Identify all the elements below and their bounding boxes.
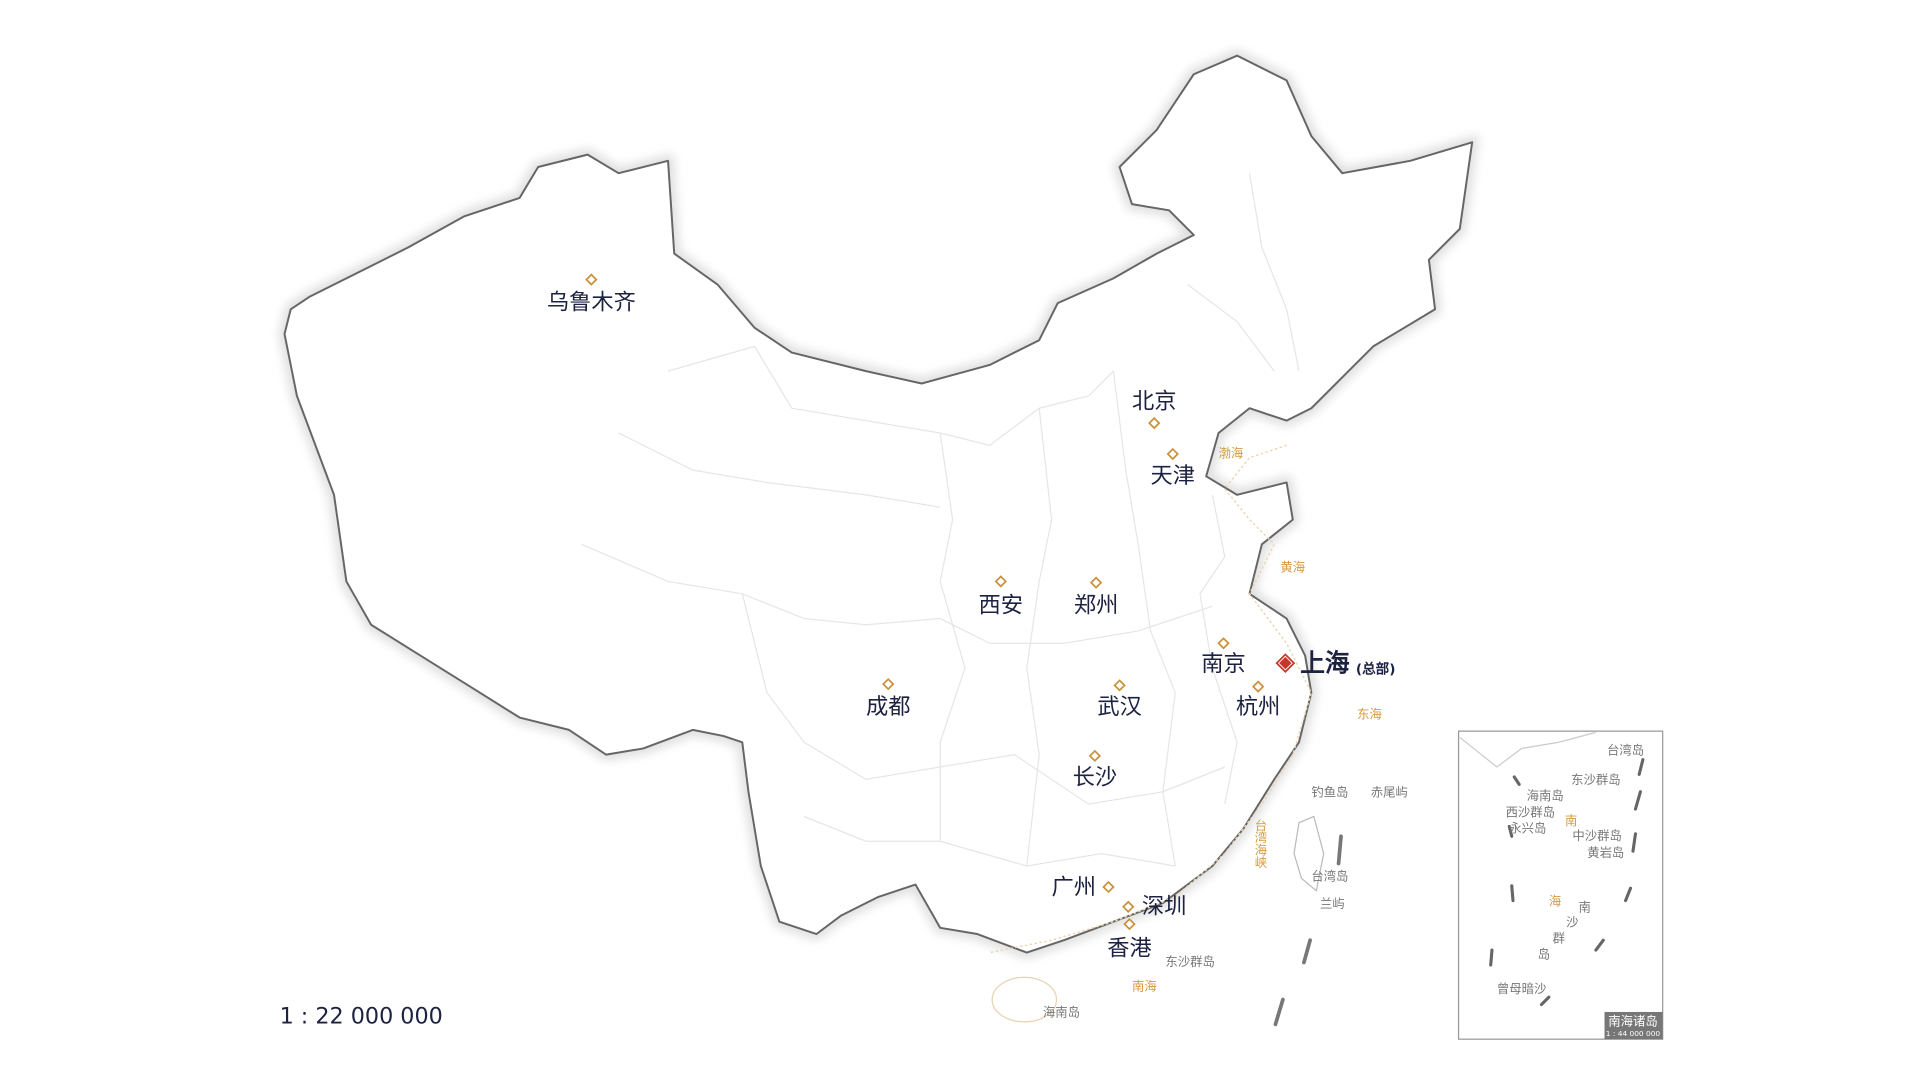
- inset-label: 曾母暗沙: [1497, 981, 1546, 996]
- inset-nansha-char: 南: [1579, 900, 1591, 915]
- province-lines: [581, 173, 1300, 867]
- city-marker: [585, 273, 598, 286]
- coastline: [989, 444, 1313, 954]
- city-label: 广州: [1052, 875, 1097, 901]
- inset-coast: [1459, 731, 1597, 768]
- hainan: [991, 976, 1058, 1023]
- dash-line: [1273, 834, 1343, 1027]
- map-scale: 1 : 22 000 000: [280, 1003, 443, 1029]
- island-label: 赤尾屿: [1371, 785, 1408, 799]
- city-marker: [1251, 680, 1265, 693]
- city-label: 郑州: [1074, 593, 1119, 619]
- sea-label: 东海: [1357, 707, 1382, 722]
- inset-label: 台湾岛: [1607, 742, 1644, 757]
- city-marker: [1166, 447, 1179, 461]
- inset-label: 东沙群岛: [1571, 772, 1620, 787]
- city-marker: [1089, 576, 1103, 589]
- city-marker: [1113, 679, 1126, 692]
- city-marker: [1123, 917, 1136, 931]
- inset-sea-char: 南: [1565, 813, 1577, 828]
- city-label: 武汉: [1097, 694, 1142, 720]
- city-label: 天津: [1151, 463, 1196, 489]
- city-label: 北京: [1132, 389, 1177, 415]
- island-label: 钓鱼岛: [1311, 784, 1348, 799]
- city-label: 西安: [979, 593, 1023, 619]
- city-label: 长沙: [1073, 765, 1118, 791]
- island-label: 台湾岛: [1311, 869, 1348, 884]
- taiwan: [1293, 815, 1325, 892]
- sea-label: 渤海: [1219, 446, 1244, 461]
- city-label: 成都: [866, 694, 910, 720]
- inset-title-bg: [1604, 1011, 1663, 1040]
- city-marker: [1148, 416, 1161, 430]
- city-marker: [1122, 900, 1135, 913]
- city-label: 深圳: [1142, 893, 1187, 919]
- island-label: 兰屿: [1320, 897, 1345, 911]
- inset-nansha-char: 群: [1553, 931, 1565, 945]
- inset-label: 中沙群岛: [1572, 828, 1621, 843]
- city-marker: [882, 677, 895, 691]
- inset-scale: 1 : 44 000 000: [1606, 1029, 1661, 1038]
- china-border: [283, 54, 1474, 954]
- island-label: 东沙群岛: [1165, 954, 1214, 969]
- city-marker: [1088, 749, 1102, 763]
- inset-nansha-char: 沙: [1566, 915, 1578, 929]
- city-marker: [1102, 880, 1115, 894]
- inset-title: 南海诸岛: [1608, 1013, 1657, 1028]
- sea-label: 台湾海峡: [1253, 818, 1267, 869]
- inset-nansha-char: 岛: [1538, 947, 1550, 962]
- hq-marker-core: [1279, 656, 1292, 670]
- inset-label: 海南岛: [1527, 788, 1564, 803]
- inset-label: 永兴岛: [1509, 820, 1546, 835]
- city-marker: [1217, 637, 1230, 650]
- inset-label: 黄岩岛: [1587, 845, 1624, 860]
- city-label: 香港: [1107, 935, 1152, 961]
- inset-label: 西沙群岛: [1506, 804, 1555, 819]
- city-label: 杭州: [1236, 694, 1281, 720]
- inset-sea-char: 海: [1549, 893, 1561, 908]
- city-label: 南京: [1201, 651, 1246, 677]
- city-label: 乌鲁木齐: [547, 290, 636, 316]
- sea-label: 黄海: [1280, 559, 1305, 574]
- sea-label: 南海: [1132, 979, 1157, 994]
- inset-frame: [1457, 730, 1664, 1040]
- city-marker: [994, 575, 1007, 588]
- inset-dash-line: [1489, 758, 1645, 1007]
- hq-label: 上海: [1300, 648, 1350, 677]
- hq-note: (总部): [1356, 660, 1396, 677]
- island-label: 海南岛: [1043, 1005, 1080, 1020]
